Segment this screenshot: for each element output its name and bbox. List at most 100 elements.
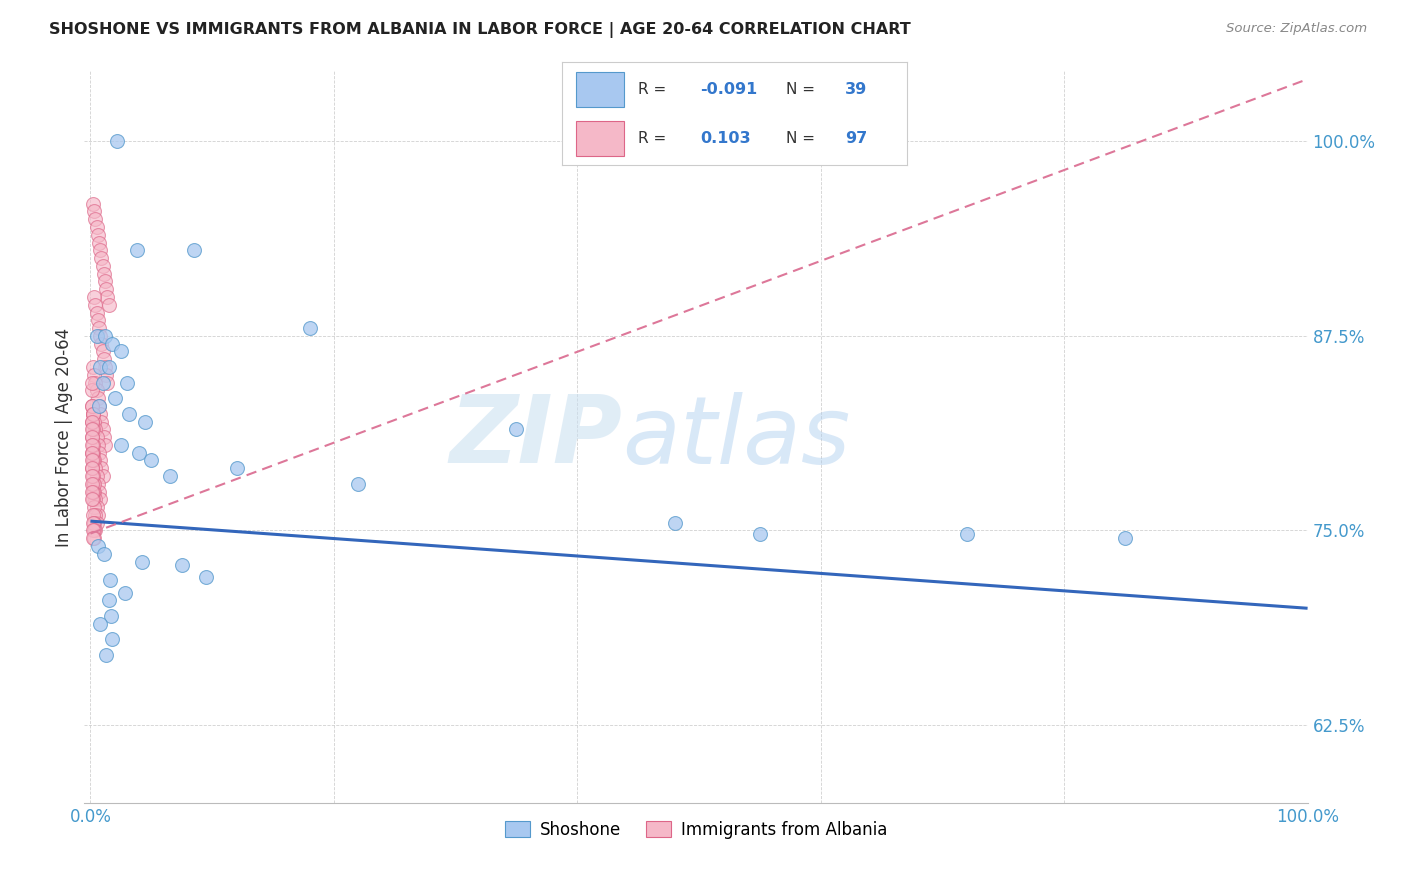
Point	[159, 469, 181, 483]
Point	[89, 359, 111, 374]
Point	[115, 376, 138, 390]
Point	[118, 407, 141, 421]
Point	[89, 244, 111, 258]
Point	[87, 438, 110, 452]
Point	[183, 244, 205, 258]
Point	[80, 476, 103, 491]
Point	[94, 275, 117, 289]
Point	[505, 422, 527, 436]
Point	[82, 508, 104, 522]
Point	[96, 282, 118, 296]
Point	[83, 524, 105, 538]
Point	[82, 196, 104, 211]
Point	[80, 469, 103, 483]
Point	[91, 376, 114, 390]
Point	[98, 574, 121, 588]
Point	[82, 445, 104, 459]
Point	[82, 476, 104, 491]
Point	[87, 484, 110, 499]
Point	[86, 516, 108, 530]
Point	[110, 438, 132, 452]
Text: N =: N =	[786, 131, 820, 146]
Point	[225, 461, 247, 475]
Point	[1114, 531, 1136, 545]
Point	[94, 329, 117, 343]
Point	[80, 384, 103, 398]
Point	[80, 415, 103, 429]
Point	[84, 298, 107, 312]
Point	[131, 555, 153, 569]
Point	[83, 476, 105, 491]
Point	[80, 422, 103, 436]
Point	[134, 415, 156, 429]
Point	[84, 212, 107, 227]
Point	[87, 227, 110, 242]
Point	[80, 415, 103, 429]
Text: atlas: atlas	[623, 392, 851, 483]
Point	[82, 492, 104, 507]
Point	[82, 524, 104, 538]
Text: Source: ZipAtlas.com: Source: ZipAtlas.com	[1226, 22, 1367, 36]
Point	[97, 593, 120, 607]
Point	[84, 422, 107, 436]
Point	[80, 445, 103, 459]
Point	[90, 415, 112, 429]
Point	[87, 399, 110, 413]
Point	[80, 453, 103, 467]
Point	[82, 484, 104, 499]
Point	[100, 609, 122, 624]
Text: 97: 97	[845, 131, 868, 146]
Point	[94, 359, 117, 374]
Point	[96, 368, 118, 382]
Point	[84, 376, 107, 390]
Point	[87, 445, 110, 459]
Point	[91, 344, 114, 359]
Point	[128, 445, 150, 459]
Point	[87, 539, 110, 553]
Point	[101, 336, 124, 351]
Point	[89, 492, 111, 507]
Point	[298, 321, 321, 335]
Point	[83, 516, 105, 530]
Text: 39: 39	[845, 81, 868, 96]
Text: 0.103: 0.103	[700, 131, 751, 146]
Point	[82, 407, 104, 421]
Point	[89, 453, 111, 467]
Point	[90, 461, 112, 475]
Point	[87, 508, 110, 522]
Point	[87, 321, 110, 335]
Point	[90, 336, 112, 351]
Point	[91, 259, 114, 273]
Point	[80, 438, 103, 452]
Point	[94, 438, 117, 452]
Point	[80, 399, 103, 413]
Point	[80, 376, 103, 390]
Point	[83, 415, 105, 429]
Point	[93, 547, 115, 561]
Point	[80, 461, 103, 475]
Point	[83, 531, 105, 545]
Point	[82, 438, 104, 452]
Point	[87, 391, 110, 405]
Point	[80, 399, 103, 413]
Point	[89, 329, 111, 343]
Point	[84, 492, 107, 507]
Bar	[576, 71, 624, 106]
Point	[125, 244, 148, 258]
Text: R =: R =	[638, 131, 671, 146]
Point	[93, 267, 115, 281]
Point	[82, 407, 104, 421]
Point	[83, 290, 105, 304]
Point	[83, 368, 105, 382]
Point	[956, 526, 979, 541]
Point	[664, 516, 686, 530]
Point	[82, 453, 104, 467]
Point	[97, 298, 120, 312]
Point	[82, 422, 104, 436]
Point	[101, 632, 124, 647]
Point	[80, 445, 103, 459]
Point	[104, 391, 127, 405]
Point	[80, 461, 103, 475]
Point	[748, 526, 770, 541]
Text: N =: N =	[786, 81, 820, 96]
